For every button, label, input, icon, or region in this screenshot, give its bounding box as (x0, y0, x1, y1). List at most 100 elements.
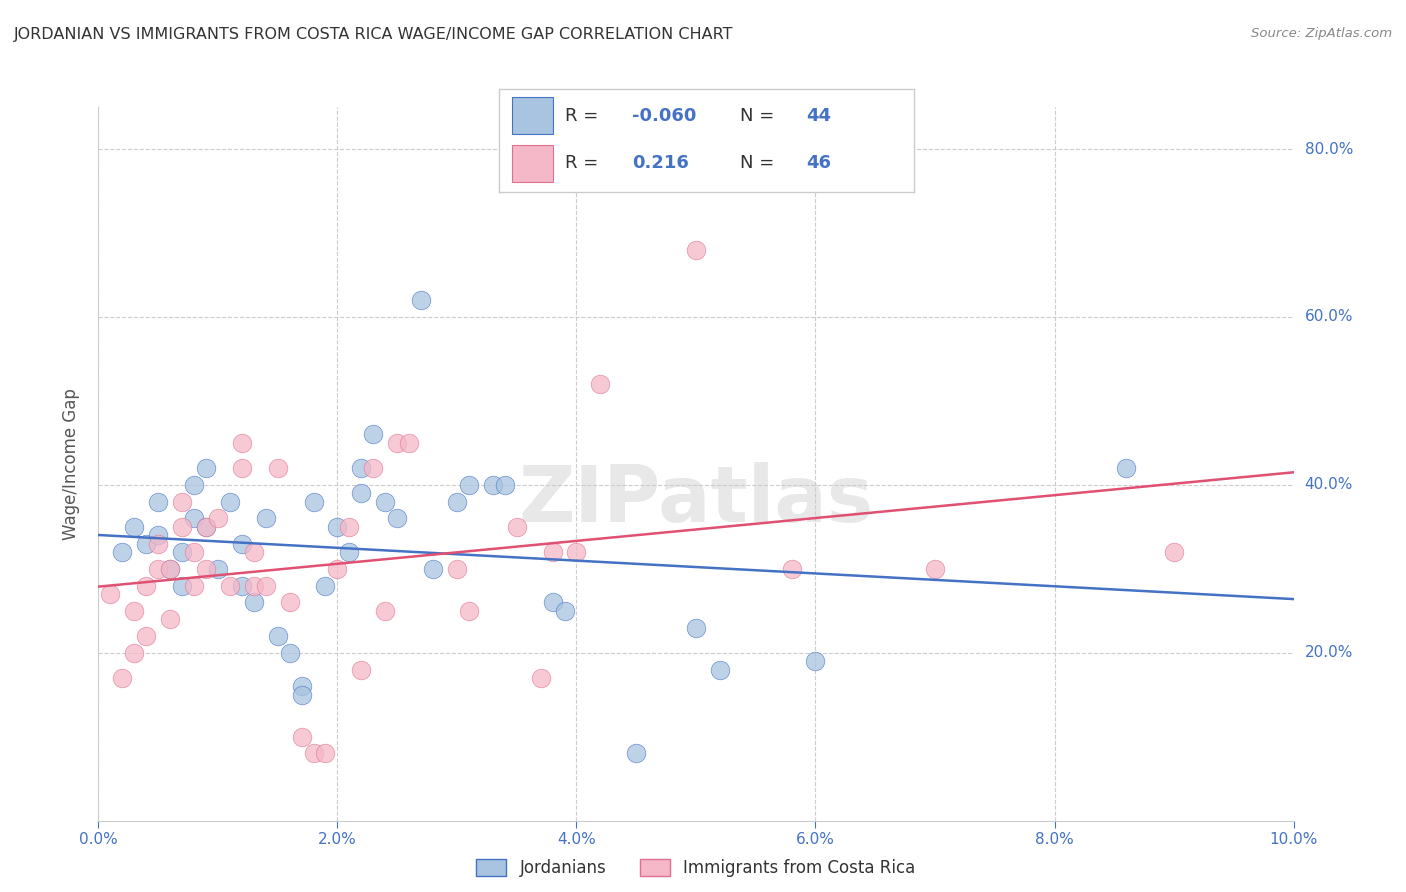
Point (172, 578, 194, 592)
Point (159, 562, 181, 576)
Text: 0.216: 0.216 (631, 154, 689, 172)
Point (183, 478, 205, 492)
Text: 44: 44 (806, 107, 831, 125)
Point (172, 494, 194, 508)
Point (124, 646, 146, 660)
Text: 60.0%: 60.0% (1305, 310, 1353, 325)
Point (183, 578, 205, 592)
Point (243, 595, 266, 609)
Point (302, 747, 325, 761)
Text: 80.0%: 80.0% (1305, 142, 1353, 156)
Point (148, 536, 170, 550)
Point (219, 494, 242, 508)
Point (422, 562, 444, 576)
Point (529, 671, 551, 685)
Point (350, 486, 373, 500)
Legend: Jordanians, Immigrants from Costa Rica: Jordanians, Immigrants from Costa Rica (470, 852, 922, 884)
Text: N =: N = (740, 154, 780, 172)
Point (624, 747, 647, 761)
Point (148, 562, 170, 576)
Point (183, 511, 205, 525)
Point (267, 629, 290, 643)
Point (780, 562, 803, 576)
Point (231, 435, 253, 450)
Point (290, 730, 312, 744)
Point (231, 461, 253, 475)
Point (148, 494, 170, 508)
Point (98, 587, 122, 601)
Bar (512, 97, 553, 135)
Point (135, 629, 157, 643)
Point (302, 494, 325, 508)
Text: N =: N = (740, 107, 780, 125)
Point (363, 461, 385, 475)
Point (1163, 545, 1185, 559)
Point (565, 545, 588, 559)
Text: JORDANIAN VS IMMIGRANTS FROM COSTA RICA WAGE/INCOME GAP CORRELATION CHART: JORDANIAN VS IMMIGRANTS FROM COSTA RICA … (14, 27, 734, 42)
Text: 20.0%: 20.0% (1305, 645, 1353, 660)
Text: Source: ZipAtlas.com: Source: ZipAtlas.com (1251, 27, 1392, 40)
Point (124, 604, 146, 618)
Point (111, 671, 134, 685)
Point (135, 578, 157, 592)
Point (446, 562, 468, 576)
Point (374, 494, 396, 508)
Point (924, 562, 946, 576)
Point (804, 654, 827, 668)
Point (172, 545, 194, 559)
Point (685, 621, 707, 635)
Point (124, 520, 146, 534)
Point (194, 520, 218, 534)
Text: R =: R = (565, 107, 605, 125)
Point (326, 562, 349, 576)
Point (159, 612, 181, 626)
Point (194, 520, 218, 534)
Point (350, 663, 373, 677)
Y-axis label: Wage/Income Gap: Wage/Income Gap (62, 388, 80, 540)
Text: 40.0%: 40.0% (1305, 477, 1353, 492)
Text: R =: R = (565, 154, 605, 172)
Point (326, 520, 349, 534)
Point (411, 293, 433, 307)
Bar (512, 145, 553, 181)
Point (554, 604, 576, 618)
Point (339, 545, 360, 559)
Point (339, 520, 360, 534)
Point (290, 688, 312, 702)
Point (243, 545, 266, 559)
Point (458, 478, 481, 492)
Point (315, 578, 337, 592)
Point (1115, 461, 1137, 475)
Point (350, 461, 373, 475)
Point (111, 545, 134, 559)
Point (458, 604, 481, 618)
Point (385, 511, 409, 525)
Text: ZIPatlas: ZIPatlas (519, 461, 873, 538)
Point (481, 478, 505, 492)
Point (243, 578, 266, 592)
Point (685, 243, 707, 257)
Point (398, 435, 420, 450)
Text: -0.060: -0.060 (631, 107, 696, 125)
Point (219, 578, 242, 592)
Point (231, 578, 253, 592)
Point (148, 528, 170, 542)
Point (278, 646, 301, 660)
Point (494, 478, 516, 492)
Point (589, 377, 612, 392)
Point (207, 562, 229, 576)
Point (541, 595, 564, 609)
Point (194, 562, 218, 576)
Point (541, 545, 564, 559)
Point (374, 604, 396, 618)
Point (135, 536, 157, 550)
Point (254, 578, 277, 592)
Point (194, 461, 218, 475)
Point (159, 562, 181, 576)
Point (172, 520, 194, 534)
Point (278, 595, 301, 609)
Point (506, 520, 529, 534)
Point (363, 427, 385, 442)
Point (385, 435, 409, 450)
Point (709, 663, 731, 677)
